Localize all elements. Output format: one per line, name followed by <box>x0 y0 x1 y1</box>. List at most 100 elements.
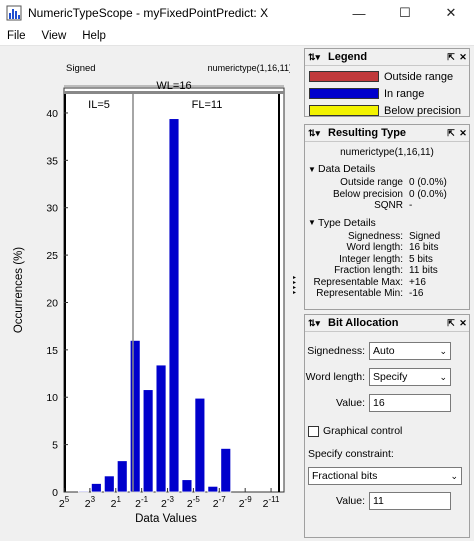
panel-splitter[interactable]: ▸ ▸ ▸ ▸ <box>291 48 301 538</box>
expand-triangle-icon: ▼ <box>308 164 316 174</box>
chevron-down-icon: ⌄ <box>439 345 447 356</box>
detail-row: Integer length: 5 bits <box>339 253 433 265</box>
histogram-bar <box>194 397 206 493</box>
y-tick-label: 20 <box>46 297 58 309</box>
histogram-plot[interactable]: Signed numerictype(1,16,11) WL=16 IL=5 F… <box>2 48 290 538</box>
histogram-bar <box>155 364 167 493</box>
type-details-list: Signedness: Signed Word length: 16 bits In… <box>305 230 469 300</box>
close-button[interactable]: ✕ <box>445 5 457 20</box>
menu-bar: File View Help <box>0 26 474 46</box>
panel-menu-icon[interactable]: ⇅▾ <box>308 51 321 62</box>
detail-row: Word length: 16 bits <box>346 242 439 254</box>
numerictype-display: numerictype(1,16,11) <box>340 146 434 158</box>
histogram-bar <box>142 389 154 493</box>
y-tick-label: 25 <box>46 250 58 262</box>
minimize-button[interactable]: — <box>352 5 366 21</box>
constraint-dropdown[interactable]: Fractional bits ⌄ <box>308 467 462 485</box>
data-details-list: Outside range 0 (0.0%) Below precision 0 (… <box>305 176 469 216</box>
x-tick-label: 25 <box>59 495 70 510</box>
data-details-toggle[interactable]: ▼ Data Details <box>308 163 376 175</box>
chevron-down-icon: ⌄ <box>450 470 458 481</box>
detail-row: Signedness: Signed <box>347 230 441 242</box>
type-details-toggle[interactable]: ▼ Type Details <box>308 216 376 229</box>
y-tick-label: 35 <box>46 155 58 167</box>
word-length-row: Word length: Specify ⌄ <box>305 364 469 390</box>
histogram-bar <box>168 118 180 493</box>
legend-header: ⇅▾ Legend ⇱ ✕ <box>305 49 469 66</box>
y-tick-label: 15 <box>46 345 58 357</box>
wl-label: WL=16 <box>156 80 191 92</box>
title-bar: NumericTypeScope - myFixedPointPredict: … <box>0 0 474 26</box>
y-tick-label: 10 <box>46 392 58 404</box>
y-tick-label: 40 <box>46 108 58 120</box>
x-tick-label: 23 <box>85 495 96 510</box>
signed-label: Signed <box>66 63 96 74</box>
word-length-dropdown[interactable]: Specify ⌄ <box>369 368 451 386</box>
resulting-type-title: Resulting Type <box>328 127 407 139</box>
menu-view[interactable]: View <box>41 29 67 42</box>
bit-allocation-title: Bit Allocation <box>328 317 399 329</box>
bit-allocation-header: ⇅▾ Bit Allocation ⇱ ✕ <box>305 315 469 332</box>
numerictype-label: numerictype(1,16,11) <box>208 63 290 73</box>
legend-item-in-range: In range <box>309 85 469 102</box>
legend-item-outside-range: Outside range <box>309 68 469 85</box>
undock-icon[interactable]: ⇱ <box>447 317 455 328</box>
menu-file[interactable]: File <box>7 29 26 42</box>
expand-triangle-icon: ▼ <box>308 218 316 227</box>
detail-row: Representable Max: +16 <box>313 276 426 288</box>
histogram-bar <box>78 490 89 493</box>
specify-constraint-label: Specify constraint: <box>308 448 394 460</box>
menu-help[interactable]: Help <box>82 29 106 42</box>
resulting-type-panel: ⇅▾ Resulting Type ⇱ ✕ numerictype(1,16,1… <box>304 124 470 310</box>
graphical-control-row: Graphical control <box>305 418 469 444</box>
x-tick-label: 2-7 <box>213 495 227 510</box>
graphical-control-checkbox[interactable] <box>308 425 319 437</box>
detail-row: Representable Min: -16 <box>316 288 424 300</box>
window-title: NumericTypeScope - myFixedPointPredict: … <box>28 6 269 20</box>
outside-range-swatch <box>309 71 379 82</box>
constraint-value-field[interactable]: 11 <box>369 492 451 510</box>
x-tick-label: 2-3 <box>161 495 175 510</box>
histogram-bar <box>103 475 115 493</box>
fl-label: FL=11 <box>192 99 223 111</box>
histogram-bar <box>181 479 193 493</box>
x-axis-label: Data Values <box>135 513 197 525</box>
histogram-chart: Signed numerictype(1,16,11) WL=16 IL=5 F… <box>13 63 290 525</box>
x-tick-label: 21 <box>111 495 122 510</box>
detail-row: SQNR - <box>374 200 413 212</box>
signedness-dropdown[interactable]: Auto ⌄ <box>369 342 451 360</box>
histogram-bar <box>207 485 219 493</box>
word-length-value-field[interactable]: 16 <box>369 394 451 412</box>
collapse-arrows-icon[interactable]: ▸ ▸ ▸ ▸ <box>293 275 297 296</box>
x-tick-label: 2-9 <box>239 495 253 510</box>
detail-row: Fraction length: 11 bits <box>334 265 438 277</box>
histogram-bar <box>90 483 102 493</box>
constraint-value-row: Value: 11 <box>305 488 469 514</box>
undock-icon[interactable]: ⇱ <box>447 51 455 62</box>
signedness-row: Signedness: Auto ⌄ <box>305 338 469 364</box>
histogram-bar <box>129 339 141 493</box>
word-length-value-row: Value: 16 <box>305 390 469 416</box>
detail-row: Below precision 0 (0.0%) <box>332 188 447 200</box>
scope-app-icon <box>6 5 22 21</box>
bit-allocation-panel: ⇅▾ Bit Allocation ⇱ ✕ Signedness: Auto ⌄… <box>304 314 470 538</box>
histogram-bar <box>220 448 232 493</box>
legend-item-below-precision: Below precision <box>309 102 469 119</box>
legend-title: Legend <box>328 51 368 63</box>
maximize-button[interactable]: ☐ <box>399 5 411 20</box>
y-axis-label: Occurrences (%) <box>13 247 25 333</box>
close-panel-icon[interactable]: ✕ <box>459 51 467 62</box>
panel-menu-icon[interactable]: ⇅▾ <box>308 127 321 138</box>
in-range-swatch <box>309 88 379 99</box>
x-tick-label: 2-1 <box>135 495 149 510</box>
close-panel-icon[interactable]: ✕ <box>459 317 467 328</box>
x-tick-label: 2-11 <box>263 495 280 510</box>
resulting-type-header: ⇅▾ Resulting Type ⇱ ✕ <box>305 125 469 142</box>
y-tick-label: 5 <box>52 440 58 452</box>
wl-range-bar <box>64 91 284 94</box>
detail-row: Outside range 0 (0.0%) <box>340 177 447 189</box>
undock-icon[interactable]: ⇱ <box>447 127 455 138</box>
close-panel-icon[interactable]: ✕ <box>459 127 467 138</box>
below-precision-swatch <box>309 105 379 116</box>
panel-menu-icon[interactable]: ⇅▾ <box>308 317 321 328</box>
